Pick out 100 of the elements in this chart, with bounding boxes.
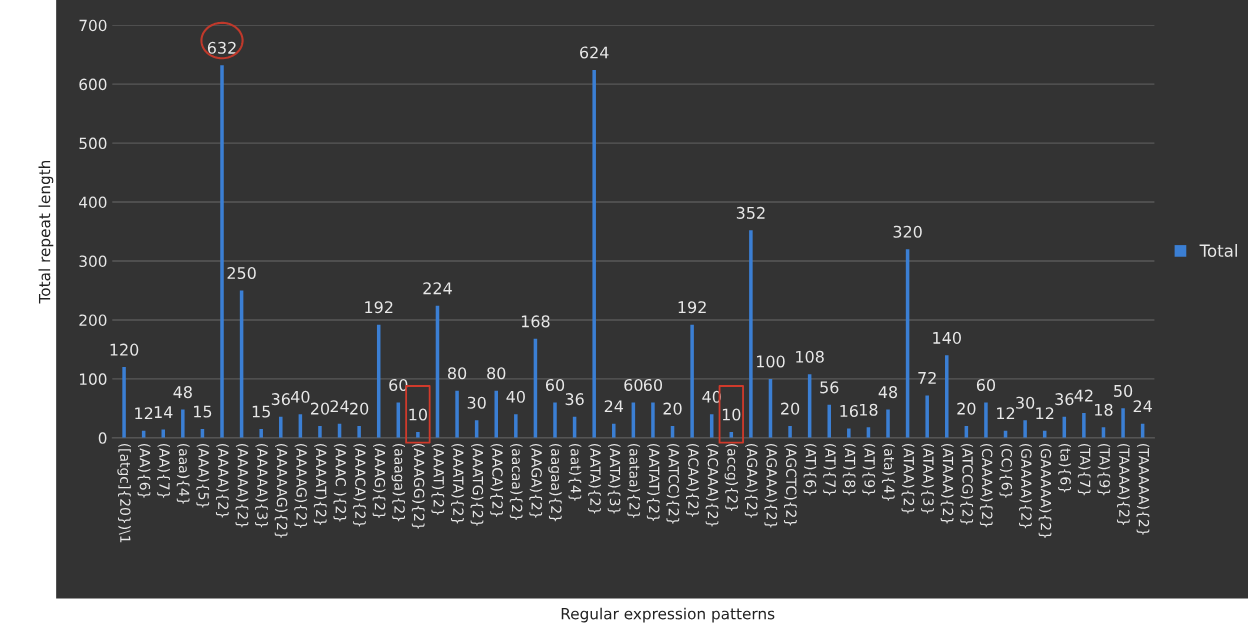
data-label: 140 — [933, 331, 961, 344]
x-tick-label: (ATAA){2} — [901, 443, 915, 514]
bar — [945, 355, 949, 438]
data-label: 632 — [207, 41, 236, 54]
x-tick-label: (AATAT){2} — [646, 443, 660, 521]
x-tick-label: (AGAA){2} — [744, 443, 758, 518]
bar — [553, 402, 557, 438]
data-label: 15 — [252, 405, 270, 418]
data-label: 30 — [1016, 396, 1035, 409]
data-label: 12 — [1036, 407, 1054, 420]
x-tick-label: (AAATA){2} — [450, 443, 464, 524]
x-tick-label: (aataa){2} — [627, 443, 641, 518]
data-label: 48 — [173, 386, 192, 399]
bar — [925, 395, 929, 438]
bar — [279, 416, 283, 438]
x-tick-label: (aaa){4} — [176, 443, 190, 504]
x-tick-label: (AT){7} — [823, 443, 836, 496]
x-tick-label: (ACAA){2} — [686, 443, 699, 517]
data-label: 56 — [820, 381, 839, 394]
bar — [1082, 413, 1086, 438]
x-tick-label: (AGCTC){2} — [783, 443, 797, 526]
data-label: 100 — [756, 355, 785, 368]
data-label: 20 — [781, 402, 800, 415]
x-tick-label: (ATAA){3} — [921, 443, 934, 514]
bar — [494, 390, 499, 438]
bar — [357, 426, 361, 438]
y-tick-label: 400 — [79, 196, 107, 209]
x-tick-label: (AACA){2} — [490, 443, 503, 517]
data-label: 20 — [663, 402, 682, 415]
data-label: 24 — [330, 400, 349, 413]
bar — [259, 429, 263, 438]
x-tick-label: (AAGA){2} — [529, 443, 543, 518]
x-tick-label: (AAAT){2} — [431, 443, 445, 515]
data-label: 250 — [227, 266, 256, 280]
data-label: 10 — [409, 408, 427, 421]
data-label: 12 — [997, 407, 1015, 420]
x-tick-label: (AAAAT){2} — [313, 443, 327, 525]
data-label: 18 — [1095, 403, 1113, 416]
bar — [749, 230, 753, 438]
bar — [690, 324, 694, 438]
x-tick-label: (AAA){5} — [196, 443, 210, 508]
x-tick-label: (AATCC){2} — [666, 443, 680, 524]
x-axis-title: Regular expression patterns — [561, 607, 775, 623]
x-tick-label: (AA){7} — [157, 443, 170, 498]
data-label: 120 — [110, 343, 139, 356]
x-tick-label: (TA){7} — [1077, 443, 1091, 496]
x-tick-label: (ATAAA){2} — [940, 443, 954, 524]
data-label: 36 — [565, 393, 584, 406]
data-label: 10 — [722, 408, 741, 421]
bar — [318, 426, 322, 438]
x-tick-label: (AAAAA){2} — [235, 443, 249, 528]
y-tick-label: 500 — [79, 137, 107, 150]
bar — [514, 414, 518, 438]
data-label: 60 — [643, 378, 663, 392]
data-label: 224 — [423, 282, 452, 295]
x-tick-label: (CAAAA){2} — [979, 443, 993, 528]
x-tick-label: (accg){2} — [724, 443, 739, 511]
data-label: 72 — [918, 371, 936, 384]
data-label: 20 — [310, 402, 330, 415]
data-label: 36 — [271, 393, 290, 406]
data-label: 60 — [624, 378, 643, 392]
x-tick-label: (ATCCG){2} — [960, 443, 974, 525]
bar — [847, 428, 851, 438]
bar — [220, 65, 224, 438]
x-tick-label: (AATA){3} — [607, 443, 621, 514]
x-tick-label: (TAAAAA){2} — [1136, 443, 1150, 535]
bar — [181, 409, 185, 438]
x-tick-label: (aat){4} — [568, 443, 582, 501]
data-label: 320 — [893, 225, 922, 238]
x-tick-label: (ata){4} — [881, 443, 895, 501]
bar — [455, 390, 459, 438]
data-label: 192 — [365, 301, 393, 314]
data-label: 108 — [796, 350, 824, 363]
x-tick-label: (AATA){2} — [588, 443, 601, 514]
x-tick-label: (GAAAA){2} — [1019, 443, 1032, 529]
x-tick-label: (AAAAA){3} — [255, 443, 268, 528]
x-tick-label: (ACAAA){2} — [705, 443, 719, 527]
data-label: 15 — [194, 405, 212, 418]
x-tick-label: (AAACA){2} — [353, 443, 366, 527]
bar — [788, 426, 792, 438]
x-tick-label: (aaaga){2} — [391, 443, 406, 522]
bar — [984, 402, 988, 438]
x-tick-label: (AAATG){2} — [470, 443, 484, 526]
bar — [416, 431, 420, 438]
bar — [592, 70, 596, 438]
x-tick-label: (CC){6} — [999, 443, 1013, 498]
bar — [1023, 420, 1027, 438]
data-label: 42 — [1074, 389, 1093, 402]
bar — [886, 409, 890, 438]
x-tick-label: (TA){9} — [1097, 443, 1111, 496]
x-tick-label: (AT){6} — [803, 443, 817, 496]
data-label: 50 — [1114, 384, 1133, 397]
x-tick-label: (AAAG){2} — [372, 443, 386, 519]
data-label: 60 — [976, 378, 996, 392]
x-tick-label: (AT){8} — [842, 443, 856, 496]
y-axis-title: Total repeat length — [38, 160, 54, 304]
x-tick-label: (GAAAAA){2} — [1038, 443, 1052, 539]
data-label: 18 — [860, 403, 878, 416]
data-label: 40 — [290, 390, 310, 403]
x-tick-label: (AAAC ){2} — [333, 443, 347, 522]
